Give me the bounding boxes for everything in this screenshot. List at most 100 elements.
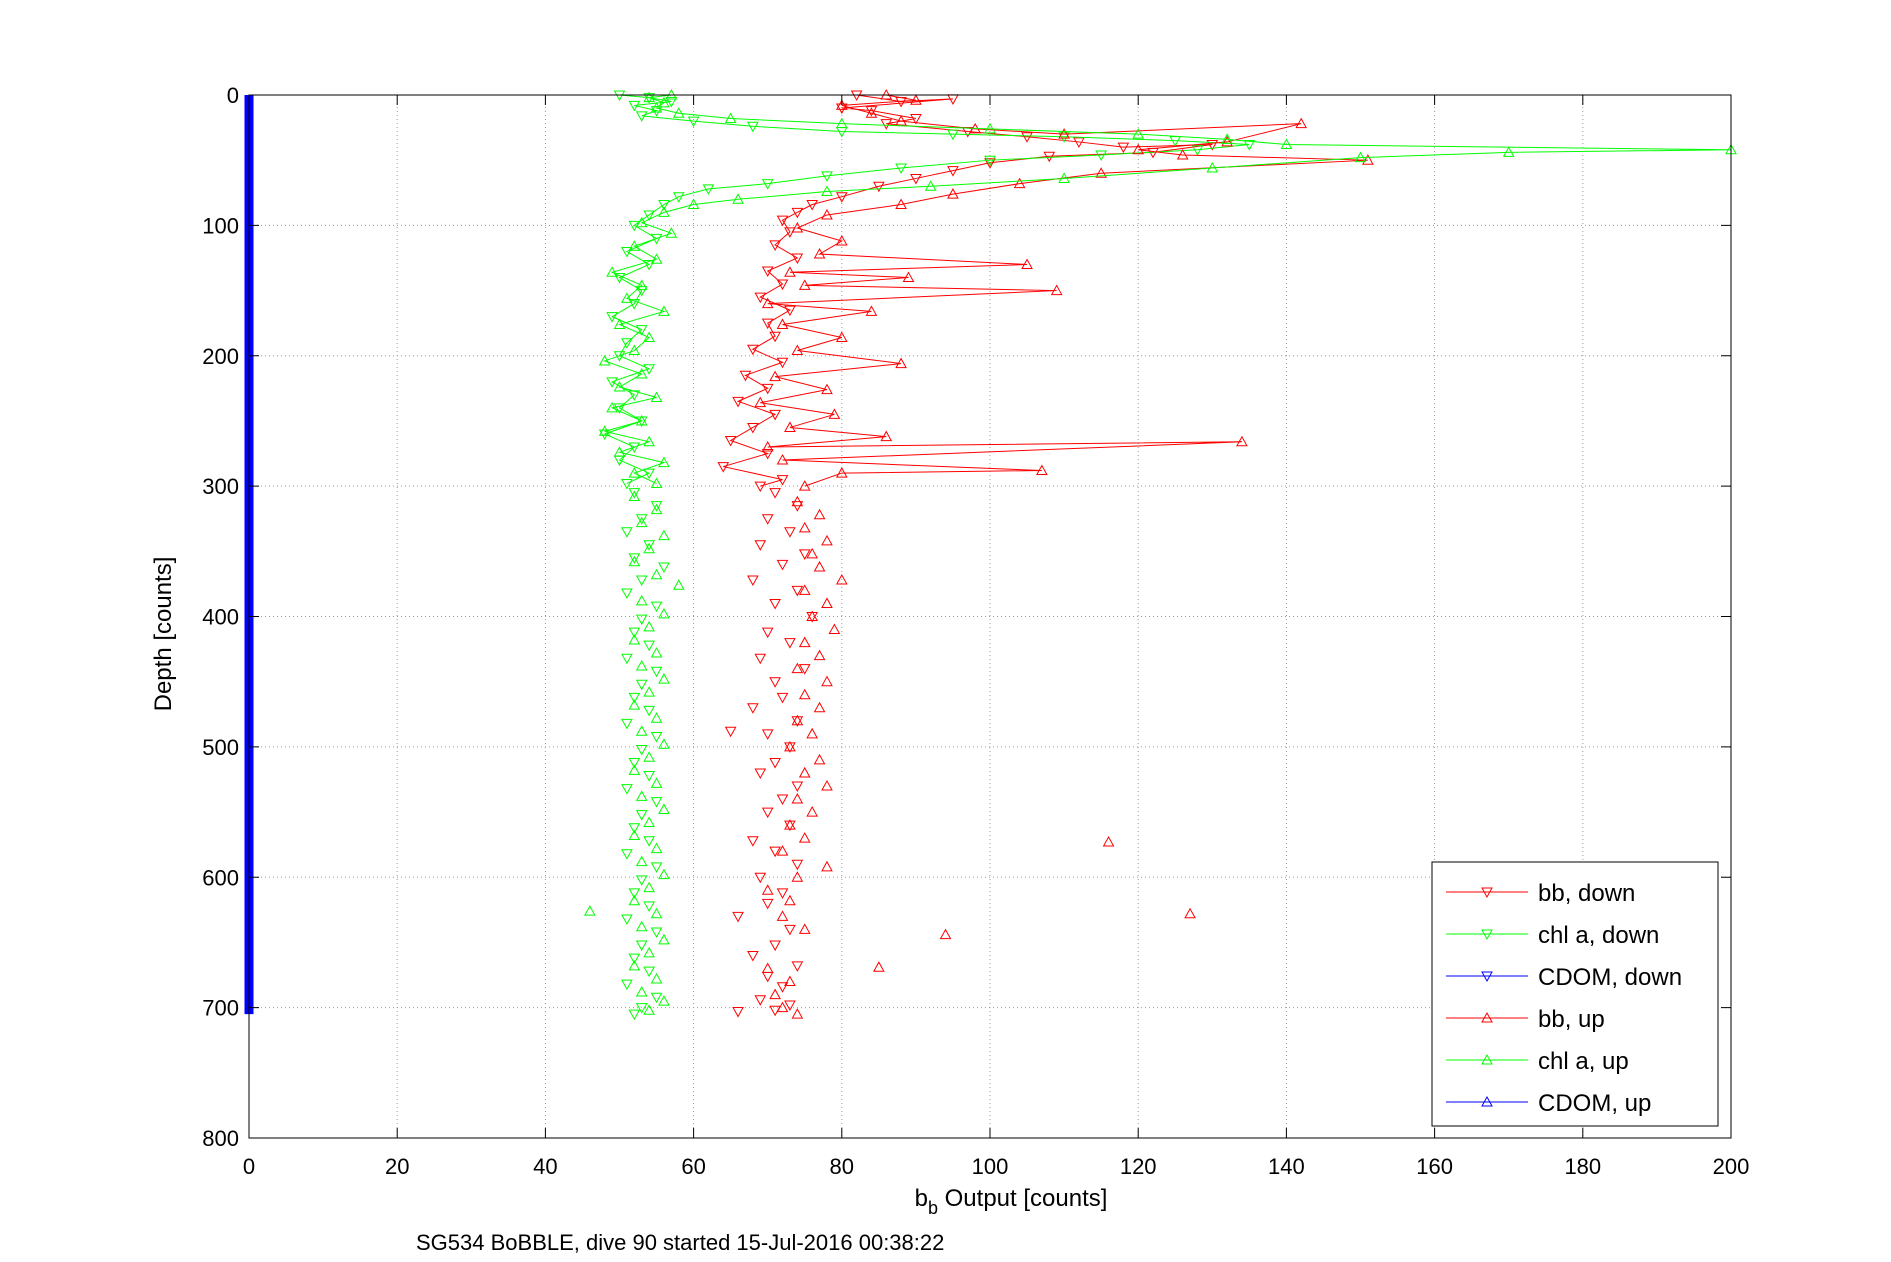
data-point: [769, 758, 781, 769]
data-point: [628, 488, 641, 499]
data-point: [1362, 154, 1374, 165]
x-tick-label: 120: [1120, 1154, 1157, 1179]
data-point: [658, 96, 670, 108]
x-axis-label-main: b: [915, 1185, 928, 1212]
chart-caption: SG534 BoBBLE, dive 90 started 15-Jul-201…: [416, 1230, 944, 1255]
data-point: [1221, 133, 1233, 144]
data-point: [798, 923, 811, 934]
data-point: [769, 240, 781, 251]
data-point: [658, 868, 670, 880]
y-tick-label: 0: [227, 83, 239, 108]
data-point: [635, 790, 648, 801]
data-point: [821, 534, 833, 546]
data-point: [821, 171, 833, 182]
data-point: [769, 940, 781, 952]
data-point: [947, 129, 959, 141]
data-point: [1295, 117, 1308, 129]
series-5: [761, 495, 1196, 1019]
data-point: [747, 703, 759, 714]
x-tick-label: 160: [1416, 1154, 1453, 1179]
data-point: [776, 888, 789, 899]
data-point: [939, 928, 952, 940]
data-point: [1132, 128, 1145, 139]
data-point: [658, 200, 670, 211]
data-point: [1021, 132, 1033, 143]
data-point: [1184, 907, 1196, 919]
data-point: [672, 107, 685, 118]
data-point: [658, 607, 670, 619]
data-point: [761, 729, 774, 740]
y-tick-label: 700: [202, 996, 239, 1021]
data-point: [643, 751, 655, 762]
data-point: [732, 396, 744, 408]
data-point: [1013, 177, 1026, 189]
data-point: [747, 950, 759, 962]
series-line: [723, 94, 1213, 487]
data-point: [1502, 146, 1515, 157]
data-point: [880, 119, 893, 130]
data-point: [1354, 151, 1367, 163]
data-point: [835, 331, 848, 342]
x-axis-label: bb Output [counts]: [915, 1185, 1108, 1218]
data-point: [598, 354, 611, 366]
data-point: [769, 846, 781, 858]
data-point: [643, 881, 655, 893]
data-point: [628, 555, 641, 567]
data-point: [628, 953, 641, 965]
data-point: [865, 106, 878, 117]
data-point: [635, 286, 648, 297]
data-point: [784, 894, 796, 906]
data-point: [628, 764, 641, 775]
data-point: [621, 479, 633, 490]
data-point: [880, 430, 893, 442]
data-point: [643, 91, 655, 103]
data-point: [776, 692, 789, 704]
data-point: [665, 227, 678, 238]
data-point: [835, 117, 848, 129]
data-point: [784, 740, 796, 752]
data-point: [650, 927, 663, 939]
data-point: [821, 779, 833, 791]
axes: 0 20 40 60 80 100 120 140 160 180 200 0 100 200 300 400…: [202, 83, 1749, 1179]
data-point: [650, 568, 663, 580]
data-point: [658, 206, 670, 217]
data-point: [635, 516, 648, 528]
data-point: [754, 540, 767, 551]
data-point: [658, 995, 670, 1006]
data-point: [650, 797, 663, 808]
data-point: [791, 253, 804, 264]
legend-label: bb, up: [1538, 1006, 1605, 1033]
data-point: [658, 673, 670, 684]
data-point: [650, 666, 663, 678]
data-point: [947, 166, 959, 177]
data-point: [761, 179, 774, 190]
data-point: [1206, 140, 1219, 151]
x-axis-label-subscript: b: [928, 1198, 938, 1218]
data-point: [798, 766, 811, 778]
data-point: [835, 192, 848, 203]
data-point: [776, 845, 789, 856]
data-point: [650, 907, 663, 919]
data-point: [732, 193, 744, 204]
data-point: [784, 638, 796, 649]
data-point: [628, 490, 641, 502]
x-tick-label: 100: [972, 1154, 1009, 1179]
data-point: [784, 1000, 796, 1012]
data-point: [658, 529, 670, 541]
data-point: [628, 888, 641, 899]
data-point: [650, 391, 663, 402]
data-point: [747, 836, 759, 847]
data-point: [643, 542, 655, 554]
data-point: [769, 677, 781, 688]
data-point: [1036, 464, 1048, 475]
data-point: [895, 115, 907, 126]
data-point: [606, 266, 618, 277]
data-point: [821, 675, 833, 687]
data-point: [902, 271, 915, 283]
data-point: [650, 503, 663, 515]
data-point: [813, 248, 826, 259]
data-point: [747, 575, 759, 587]
data-point: [791, 781, 804, 793]
data-point: [1206, 161, 1219, 173]
data-point: [628, 894, 641, 906]
